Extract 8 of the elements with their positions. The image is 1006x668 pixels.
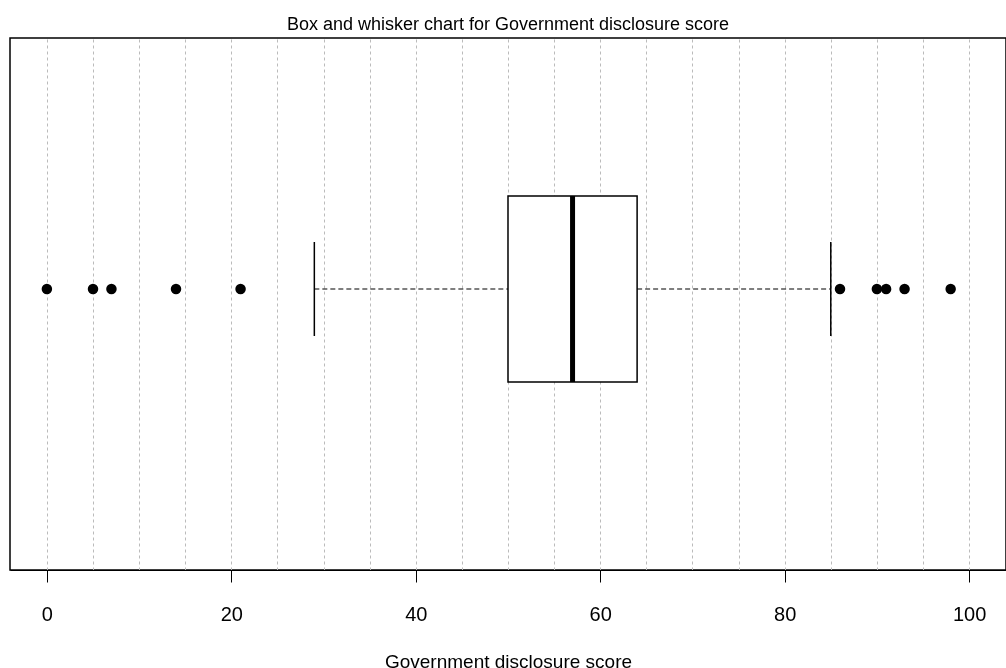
x-tick-label: 40 (405, 602, 428, 625)
x-tick-label: 80 (774, 602, 797, 625)
x-axis-title: Government disclosure score (384, 650, 633, 668)
x-tick-label: 60 (589, 602, 612, 625)
x-tick-label: 20 (220, 602, 243, 625)
x-tick-label: 100 (952, 602, 987, 625)
chart-title: Box and whisker chart for Government disclosure score (286, 14, 730, 34)
x-tick-label: 0 (41, 602, 53, 625)
